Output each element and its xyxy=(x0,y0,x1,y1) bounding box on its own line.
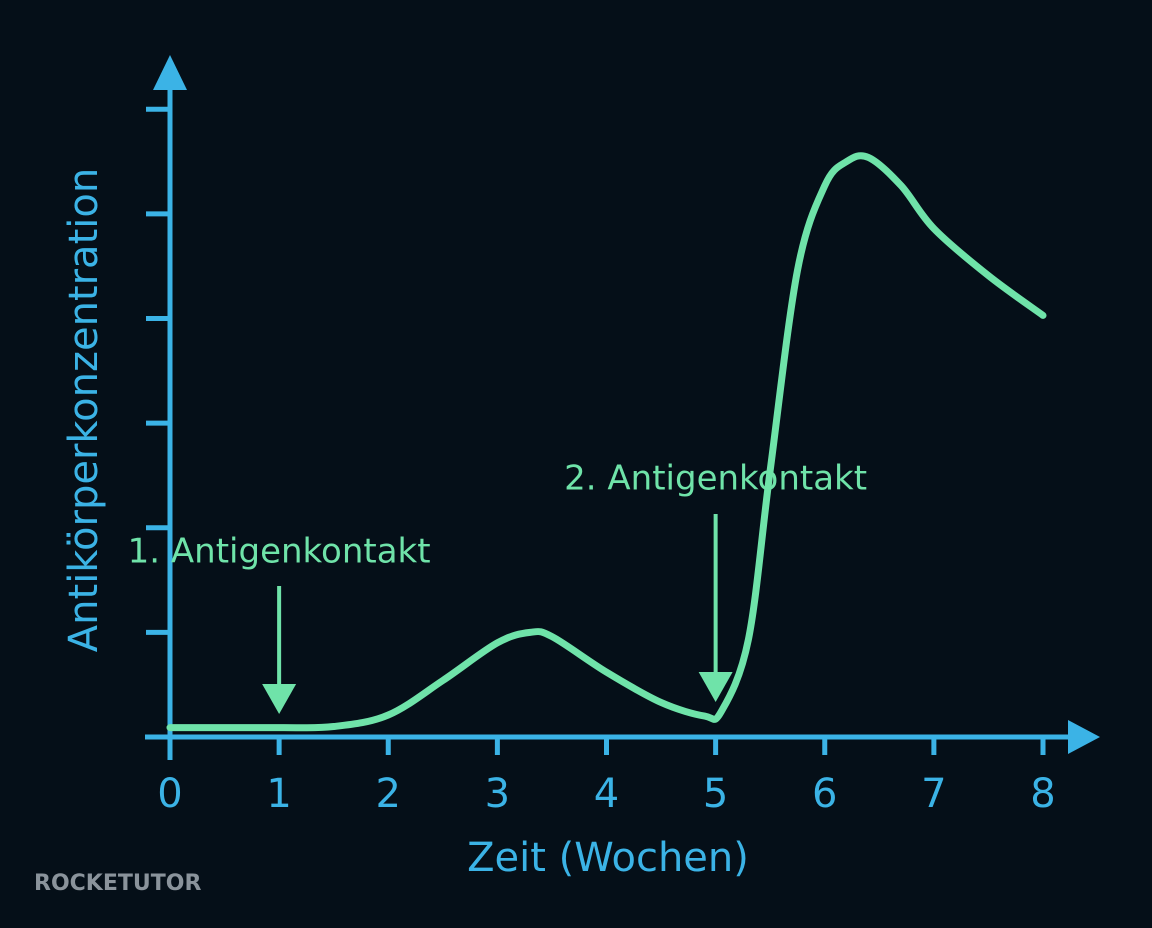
x-tick-label: 7 xyxy=(921,771,946,817)
x-tick-label: 0 xyxy=(157,771,182,817)
annotation-text: 1. Antigenkontakt xyxy=(128,532,431,572)
data-line xyxy=(166,152,1047,732)
x-tick-label: 6 xyxy=(812,771,837,817)
y-axis-label: Antikörperkonzentration xyxy=(61,168,107,652)
annotation-arrow-head xyxy=(698,672,733,702)
x-tick-label: 2 xyxy=(376,771,401,817)
watermark: ROCKETUTOR xyxy=(34,871,201,896)
x-tick-label: 1 xyxy=(266,771,291,817)
annotation-arrow-head xyxy=(262,684,297,714)
x-tick-label: 4 xyxy=(594,771,619,817)
x-tick-label: 5 xyxy=(703,771,728,817)
y-axis-arrow xyxy=(153,55,187,90)
x-axis-label: Zeit (Wochen) xyxy=(467,835,749,881)
annotation-text: 2. Antigenkontakt xyxy=(564,459,867,499)
x-tick-label: 8 xyxy=(1030,771,1055,817)
x-axis-arrow xyxy=(1068,720,1100,754)
x-tick-label: 3 xyxy=(485,771,510,817)
